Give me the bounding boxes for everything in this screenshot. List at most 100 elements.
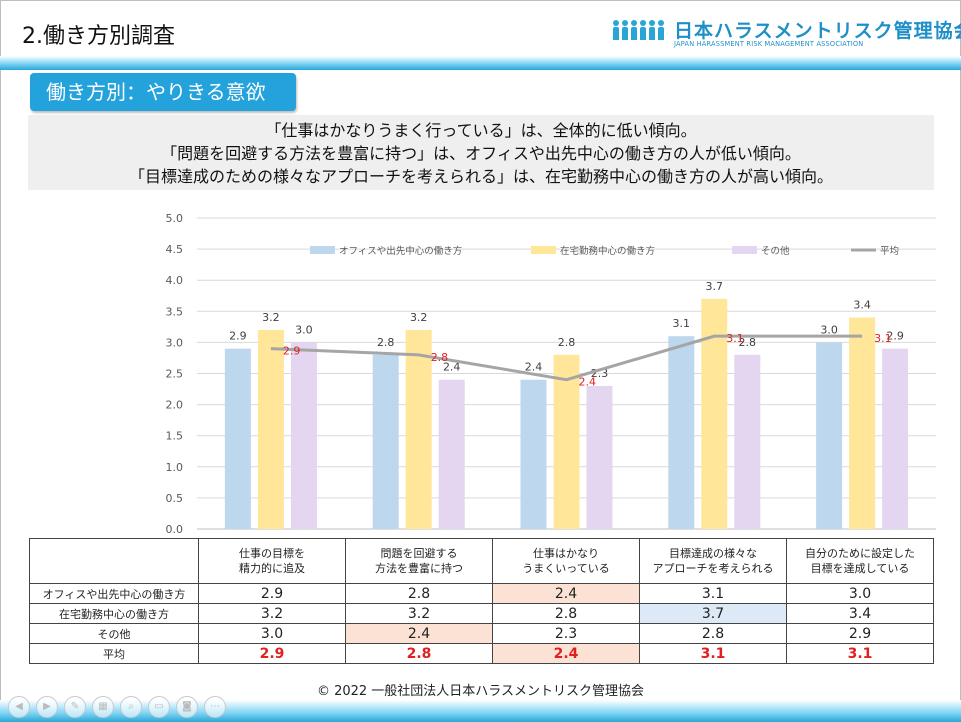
logo-subtitle: JAPAN HARASSMENT RISK MANAGEMENT ASSOCIA… [674, 40, 864, 48]
previous-icon[interactable]: ◀ [8, 696, 30, 718]
table-cell: 2.3 [492, 623, 640, 644]
table-cell: 3.0 [198, 623, 346, 644]
bar-value-label: 3.0 [820, 323, 838, 336]
bar [224, 348, 251, 529]
table-cell: 2.8 [492, 603, 640, 624]
table-cell: 2.9 [198, 583, 346, 604]
data-table: 仕事の目標を 精力的に追及 問題を回避する 方法を豊富に持つ 仕事はかなり うまくいっ… [29, 538, 934, 664]
bar [438, 379, 465, 529]
table-header: 問題を回避する 方法を豊富に持つ [345, 538, 493, 584]
average-value-label: 3.1 [874, 332, 892, 345]
table-cell: 2.9 [198, 643, 346, 664]
table-header-row: 仕事の目標を 精力的に追及 問題を回避する 方法を豊富に持つ 仕事はかなり うまくいっ… [29, 538, 934, 584]
bar-value-label: 2.4 [525, 361, 543, 374]
average-line [270, 334, 863, 382]
summary-line: 「仕事はかなりうまく行っている」は、全体的に低い傾向。 [265, 121, 697, 140]
bar-value-label: 2.8 [558, 336, 576, 349]
section-label: 働き方別：やりきる意欲 [30, 73, 296, 111]
y-tick-label: 4.0 [166, 274, 184, 287]
y-tick-label: 4.5 [166, 243, 184, 256]
next-icon[interactable]: ▶ [36, 696, 58, 718]
table-cell: 2.8 [345, 643, 493, 664]
camera-icon[interactable]: ◙ [176, 696, 198, 718]
table-cell: 2.8 [345, 583, 493, 604]
bar [553, 354, 580, 529]
page-title: 2.働き方別調査 [22, 24, 175, 49]
row-label: 在宅勤務中心の働き方 [29, 603, 199, 624]
table-cell: 2.4 [345, 623, 493, 644]
table-row-average: 平均 2.9 2.8 2.4 3.1 3.1 [29, 643, 934, 664]
header-band [0, 56, 961, 70]
table-cell: 3.1 [786, 643, 934, 664]
association-logo: 日本ハラスメントリスク管理協会 JAPAN HARASSMENT RISK MA… [612, 16, 961, 52]
table-header: 仕事の目標を 精力的に追及 [198, 538, 346, 584]
footer-band [0, 700, 961, 722]
y-tick-label: 3.0 [166, 336, 184, 349]
bar-value-label: 2.4 [443, 361, 461, 374]
table-header: 自分のために設定した 目標を達成している [786, 538, 934, 584]
table-corner [29, 538, 199, 584]
bar [405, 329, 432, 529]
table-row: 在宅勤務中心の働き方 3.2 3.2 2.8 3.7 3.4 [29, 603, 934, 624]
bar-value-label: 3.4 [853, 299, 871, 312]
y-tick-label: 3.5 [166, 305, 184, 318]
legend-swatch [531, 246, 556, 254]
row-label: 平均 [29, 643, 199, 664]
bar-value-label: 3.2 [410, 311, 428, 324]
summary-line: 「目標達成のための様々なアプローチを考えられる」は、在宅勤務中心の働き方の人が高… [128, 167, 833, 186]
average-value-label: 2.4 [579, 376, 597, 389]
legend-swatch [732, 246, 757, 254]
bar-value-label: 3.0 [295, 323, 313, 336]
table-cell: 3.0 [786, 583, 934, 604]
legend-label: 在宅勤務中心の働き方 [560, 245, 655, 257]
zoom-icon[interactable]: ⌕ [120, 696, 142, 718]
legend-label: オフィスや出先中心の働き方 [339, 245, 462, 257]
bar [257, 329, 284, 529]
bar-value-label: 2.9 [886, 330, 904, 343]
table-cell: 3.1 [639, 643, 787, 664]
logo-name: 日本ハラスメントリスク管理協会 [674, 20, 961, 42]
bar [734, 354, 761, 529]
bar [520, 379, 547, 529]
summary-box: 「仕事はかなりうまく行っている」は、全体的に低い傾向。 「問題を回避する方法を豊… [28, 115, 934, 190]
row-label: オフィスや出先中心の働き方 [29, 583, 199, 604]
table-header: 目標達成の様々な アプローチを考えられる [639, 538, 787, 584]
more-icon[interactable]: ⋯ [204, 696, 226, 718]
bar [668, 336, 695, 529]
table-cell: 2.9 [786, 623, 934, 644]
legend-label: 平均 [880, 245, 899, 257]
table-cell: 3.1 [639, 583, 787, 604]
copyright: © 2022 一般社団法人日本ハラスメントリスク管理協会 [316, 684, 645, 699]
y-tick-label: 1.5 [166, 430, 184, 443]
bar-value-label: 3.1 [673, 317, 691, 330]
people-icon [612, 20, 665, 42]
slides-icon[interactable]: ▦ [92, 696, 114, 718]
y-tick-label: 0.5 [166, 492, 184, 505]
subtitle-icon[interactable]: ▭ [148, 696, 170, 718]
bar [701, 298, 728, 529]
table-cell: 2.8 [639, 623, 787, 644]
average-value-label: 2.9 [283, 345, 301, 358]
table-row: その他 3.0 2.4 2.3 2.8 2.9 [29, 623, 934, 644]
bar-value-label: 3.7 [706, 280, 724, 293]
bar [372, 354, 399, 529]
pen-icon[interactable]: ✎ [64, 696, 86, 718]
row-label: その他 [29, 623, 199, 644]
bar [882, 348, 909, 529]
table-cell: 3.4 [786, 603, 934, 624]
table-cell: 3.7 [639, 603, 787, 624]
table-row: オフィスや出先中心の働き方 2.9 2.8 2.4 3.1 3.0 [29, 583, 934, 604]
y-tick-label: 0.0 [166, 523, 184, 536]
bar-value-label: 2.8 [739, 336, 757, 349]
slideshow-controls: ◀ ▶ ✎ ▦ ⌕ ▭ ◙ ⋯ [8, 696, 226, 718]
table-header: 仕事はかなり うまくいっている [492, 538, 640, 584]
bar [816, 342, 843, 529]
average-value-label: 3.1 [726, 332, 744, 345]
table-cell: 2.4 [492, 583, 640, 604]
legend-swatch [310, 246, 335, 254]
bar [586, 385, 613, 529]
summary-line: 「問題を回避する方法を豊富に持つ」は、オフィスや出先中心の働き方の人が低い傾向。 [161, 144, 801, 163]
y-tick-label: 2.0 [166, 399, 184, 412]
y-tick-label: 1.0 [166, 461, 184, 474]
average-value-label: 2.8 [431, 351, 449, 364]
